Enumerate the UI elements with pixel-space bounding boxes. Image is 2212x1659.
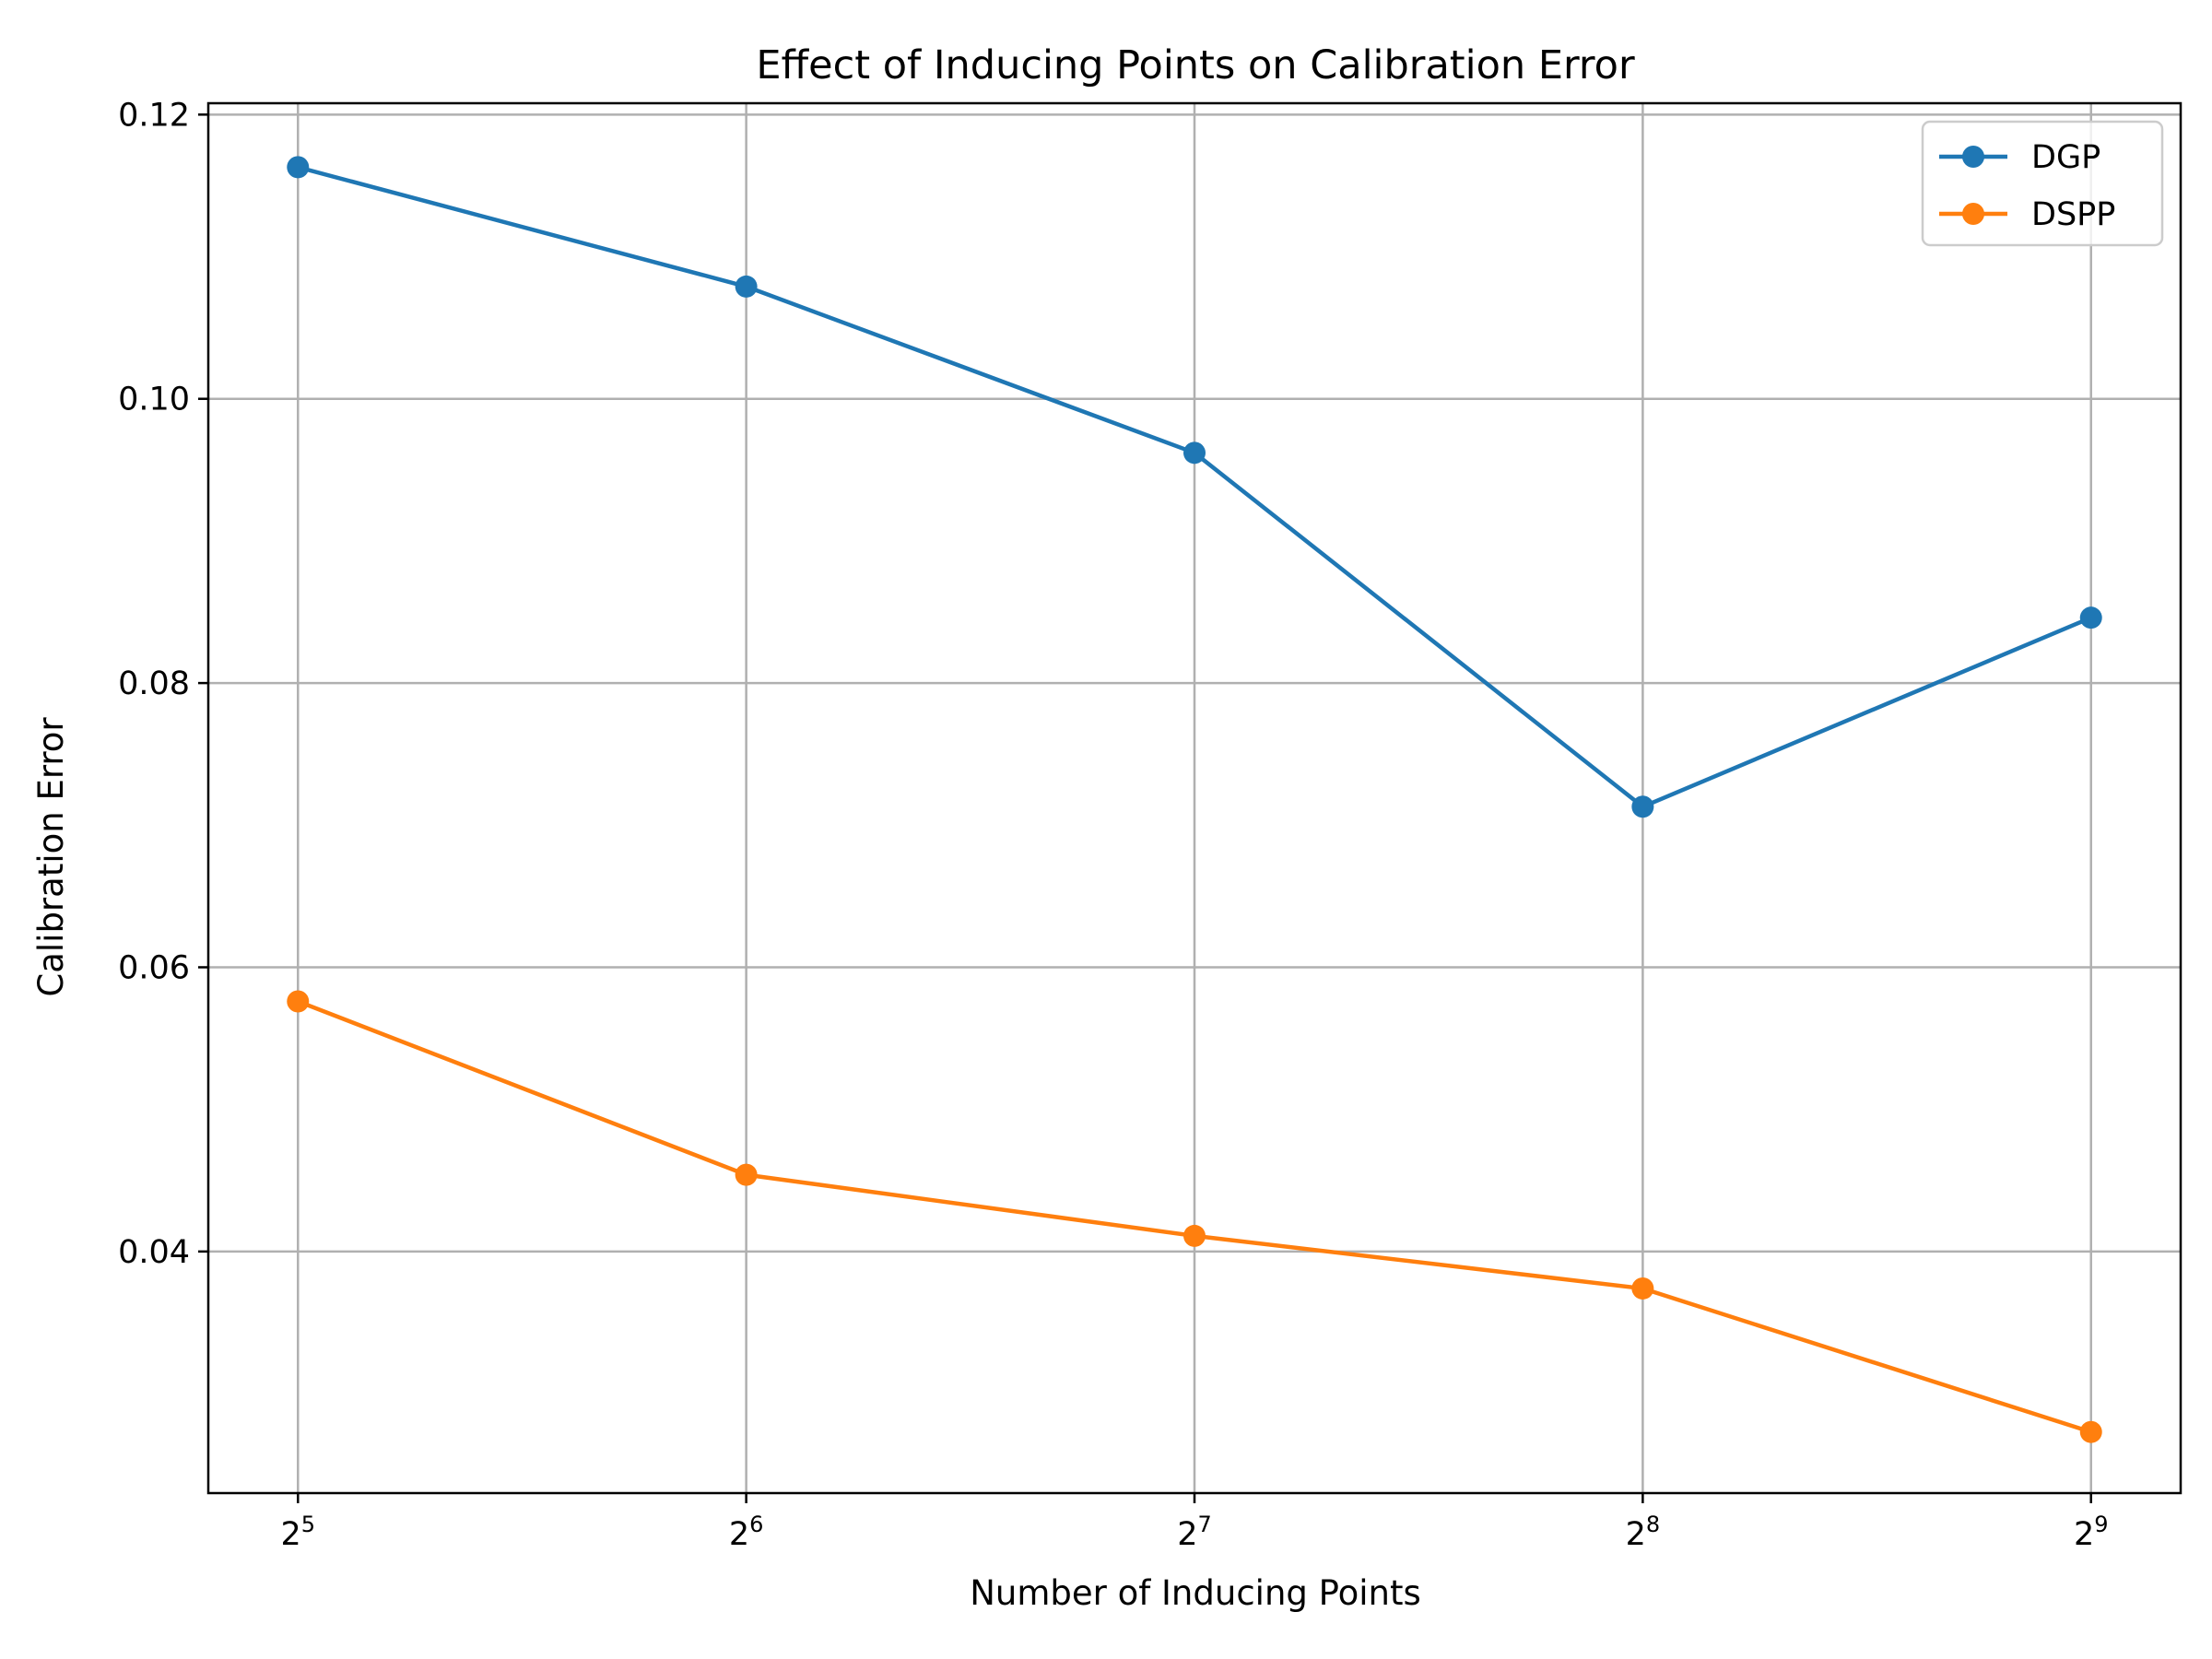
x-tick-label: 26 (729, 1512, 764, 1553)
axis-ticks: 25 26 27 28 29 0.04 0.06 0.08 0.10 0.12 (118, 97, 2108, 1553)
data-point-dgp (1631, 795, 1654, 818)
x-tick-label: 25 (280, 1512, 315, 1553)
y-axis-label: Calibration Error (31, 717, 71, 997)
x-tick-label: 28 (1626, 1512, 1661, 1553)
legend-label-dgp: DGP (2031, 139, 2100, 176)
y-tick-label: 0.08 (118, 665, 190, 702)
data-point-dgp (1183, 441, 1206, 465)
plot-series (287, 156, 2102, 1443)
data-point-dspp (2079, 1420, 2102, 1443)
y-tick-label: 0.04 (118, 1234, 190, 1271)
data-point-dspp (735, 1163, 758, 1186)
y-tick-label: 0.06 (118, 949, 190, 986)
data-point-dspp (287, 990, 310, 1013)
x-tick-label: 27 (1177, 1512, 1212, 1553)
data-point-dgp (287, 156, 310, 179)
legend-label-dspp: DSPP (2031, 196, 2115, 233)
data-point-dgp (735, 275, 758, 298)
data-point-dspp (1631, 1277, 1654, 1300)
y-tick-label: 0.10 (118, 382, 190, 418)
y-tick-label: 0.12 (118, 97, 190, 134)
legend-marker-dspp (1962, 203, 1984, 225)
chart-title: Effect of Inducing Points on Calibration… (756, 42, 1635, 88)
grid (208, 103, 2181, 1493)
legend: DGP DSPP (1921, 120, 2164, 247)
data-point-dgp (2079, 606, 2102, 629)
data-point-dspp (1183, 1224, 1206, 1247)
x-tick-label: 29 (2074, 1512, 2109, 1553)
legend-marker-dgp (1962, 146, 1984, 168)
x-axis-label: Number of Inducing Points (970, 1573, 1421, 1613)
